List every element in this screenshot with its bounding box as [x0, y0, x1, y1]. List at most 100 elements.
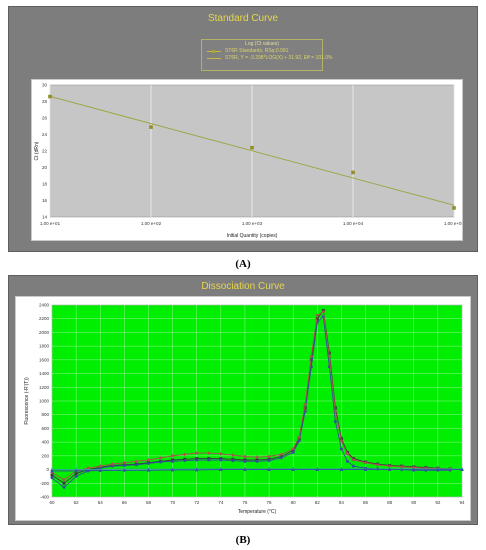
series-4-marker — [122, 468, 127, 472]
series-1-marker — [219, 458, 223, 462]
legend-swatch-standards — [207, 50, 221, 53]
y-tick-label: 1600 — [39, 357, 50, 362]
standard-curve-plot: 1.00 e+01 1.00 e+02 1.00 e+03 1.00 e+04 1.00… — [31, 79, 463, 241]
y-tick-label: 16 — [42, 198, 48, 203]
x-tick-label: 76 — [242, 500, 248, 505]
series-2-marker — [62, 478, 66, 482]
x-tick-label: 92 — [435, 500, 441, 505]
y-tick-label: 2400 — [39, 303, 50, 308]
series-1-marker — [297, 439, 301, 443]
series-0-marker — [74, 472, 78, 476]
series-2-marker — [345, 452, 350, 456]
data-point — [149, 125, 153, 129]
legend-label-standards: ST6R Standards, RSq:0.991 — [225, 48, 289, 54]
series-2-marker — [243, 454, 247, 459]
x-axis-label: Initial Quantity (copies) — [227, 233, 278, 239]
series-4-marker — [436, 467, 440, 471]
series-1-marker — [339, 447, 343, 451]
x-tick-label: 80 — [291, 500, 297, 505]
series-4-marker — [243, 467, 247, 471]
dissociation-curve-plot: 60 62 64 66 68 70 72 74 76 78 80 82 84 86 88 90 92 94 -400… — [15, 296, 471, 521]
x-tick-label: 1.00 e+04 — [343, 221, 364, 226]
y-tick-label: 22 — [42, 149, 48, 154]
series-1-marker — [134, 463, 138, 467]
legend-entry-fit: ST6R, Y = -3.298*LOG(X) + 31.92, Eff = 1… — [205, 55, 332, 62]
y-tick-label: 26 — [42, 116, 48, 121]
series-2-marker — [375, 462, 380, 467]
series-4-marker — [291, 467, 295, 471]
y-tick-label: 800 — [41, 412, 49, 417]
x-tick-label: 84 — [339, 500, 345, 505]
series-2-marker — [206, 451, 211, 455]
legend-swatch-fit — [207, 58, 221, 59]
caption-b: (B) — [235, 534, 251, 546]
data-point — [250, 145, 254, 150]
series-1-marker — [195, 458, 199, 462]
series-4-marker — [267, 467, 271, 471]
standard-curve-panel: Standard Curve Log (Ct values) ST6R Stan… — [8, 6, 478, 252]
series-2-marker — [363, 460, 368, 465]
series-4-marker — [315, 467, 320, 471]
series-2-marker — [134, 459, 139, 464]
series-1-marker — [243, 459, 247, 463]
y-tick-label: 0 — [46, 467, 49, 472]
series-4-marker — [146, 468, 151, 472]
series-1-marker — [279, 456, 283, 460]
series-4-marker — [460, 467, 464, 471]
x-tick-label: 1.00 e+03 — [242, 221, 263, 226]
series-2-marker — [424, 466, 428, 470]
x-tick-label: 72 — [194, 500, 200, 505]
series-2-marker — [122, 460, 127, 465]
y-tick-label: 1200 — [39, 385, 50, 390]
series-line-3 — [52, 468, 462, 471]
x-tick-label: 82 — [315, 500, 321, 505]
y-tick-label: 2200 — [39, 316, 50, 321]
series-2-marker — [146, 458, 151, 462]
x-tick-label: 94 — [459, 500, 465, 505]
series-1-marker — [255, 459, 259, 463]
y-axis-label: Ct (dRn) — [34, 141, 40, 160]
series-4-marker — [339, 467, 344, 471]
series-1-marker — [74, 474, 78, 478]
series-0-marker — [315, 317, 319, 321]
y-tick-label: 1800 — [39, 344, 50, 349]
standard-curve-title: Standard Curve — [207, 13, 279, 24]
series-1-marker — [159, 460, 163, 464]
series-4-marker — [74, 469, 78, 473]
standard-curve-svg: 1.00 e+01 1.00 e+02 1.00 e+03 1.00 e+04 1.00… — [34, 83, 462, 240]
data-point — [351, 170, 355, 175]
y-tick-label: -400 — [40, 495, 50, 500]
x-axis-label: Temperature (°C) — [238, 509, 277, 515]
series-1-marker — [345, 459, 349, 463]
series-1-marker — [171, 459, 175, 463]
series-1-marker — [183, 459, 187, 463]
legend-title: Log (Ct values) — [245, 41, 279, 47]
series-1-marker — [231, 459, 235, 463]
y-tick-label: 28 — [42, 99, 48, 104]
legend-label-fit: ST6R, Y = -3.298*LOG(X) + 31.92, Eff = 1… — [225, 55, 333, 61]
caption-a: (A) — [235, 258, 251, 270]
series-2-marker — [387, 464, 392, 468]
x-tick-label: 1.00 e+02 — [141, 221, 162, 226]
series-2-marker — [279, 452, 283, 457]
series-1-marker — [122, 463, 126, 467]
series-4-marker — [98, 468, 103, 472]
x-tick-label: 78 — [267, 500, 273, 505]
dissociation-curve-title: Dissociation Curve — [201, 281, 285, 292]
series-line-4 — [52, 469, 462, 472]
x-tick-label: 86 — [363, 500, 369, 505]
legend-entry-standards: ST6R Standards, RSq:0.991 — [205, 48, 319, 55]
data-point — [48, 94, 52, 99]
series-4-marker — [363, 467, 368, 471]
series-4-marker — [170, 468, 175, 472]
x-tick-label: 1.00 e+05 — [444, 221, 462, 226]
series-1-marker — [110, 464, 114, 468]
y-tick-label: 18 — [42, 182, 48, 187]
x-tick-label: 88 — [387, 500, 393, 505]
x-tick-label: 1.00 e+01 — [40, 221, 61, 226]
y-tick-label: 1000 — [39, 399, 50, 404]
y-tick-label: 20 — [42, 165, 48, 170]
series-2-marker — [182, 452, 187, 457]
series-2-marker — [110, 462, 115, 466]
series-2-marker — [231, 453, 235, 457]
